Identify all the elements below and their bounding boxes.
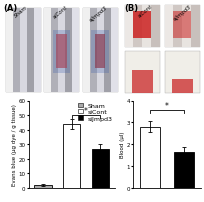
Bar [33, 9, 40, 92]
Bar [34, 185, 51, 188]
Bar [131, 70, 152, 93]
Bar [56, 35, 67, 68]
Bar [103, 9, 110, 92]
Text: (A): (A) [3, 4, 17, 13]
Bar [44, 9, 51, 92]
Bar [181, 6, 190, 48]
Bar [139, 127, 160, 188]
Bar [89, 9, 96, 92]
Bar [173, 12, 190, 39]
Bar [63, 124, 80, 188]
Bar [82, 9, 117, 92]
Bar [133, 12, 150, 39]
Bar [94, 35, 105, 68]
Text: siJmpd3: siJmpd3 [172, 4, 192, 22]
Text: siCont: siCont [52, 5, 68, 20]
Bar [150, 6, 159, 48]
Bar [110, 9, 117, 92]
Bar [72, 9, 79, 92]
Bar [6, 9, 40, 92]
Bar [65, 9, 72, 92]
Bar [58, 9, 65, 92]
Bar [173, 152, 193, 188]
Bar [171, 80, 192, 93]
Bar [44, 9, 79, 92]
Bar [91, 149, 109, 188]
Bar [91, 31, 109, 73]
Bar [164, 51, 199, 93]
Bar [133, 6, 142, 48]
Y-axis label: Evans blue (μg dye / g tissue): Evans blue (μg dye / g tissue) [12, 104, 17, 185]
Bar [190, 6, 199, 48]
Text: siJmpd3: siJmpd3 [89, 5, 109, 23]
Bar [82, 9, 89, 92]
Bar [164, 6, 199, 48]
Text: Sham: Sham [13, 5, 28, 19]
Bar [142, 6, 150, 48]
Text: *: * [84, 106, 88, 115]
Bar [53, 31, 70, 73]
Bar [173, 6, 181, 48]
Bar [20, 9, 27, 92]
Bar [51, 9, 58, 92]
Bar [27, 9, 33, 92]
Text: siCont: siCont [136, 4, 153, 19]
Bar [12, 9, 20, 92]
Bar [6, 9, 12, 92]
Bar [124, 6, 159, 48]
Bar [124, 6, 133, 48]
Text: *: * [164, 102, 168, 110]
Text: (B): (B) [123, 4, 137, 13]
Bar [164, 6, 173, 48]
Bar [124, 51, 159, 93]
Bar [96, 9, 103, 92]
Y-axis label: Blood (μl): Blood (μl) [119, 131, 124, 158]
Legend: Sham, siCont, siJmpd3: Sham, siCont, siJmpd3 [77, 102, 113, 122]
